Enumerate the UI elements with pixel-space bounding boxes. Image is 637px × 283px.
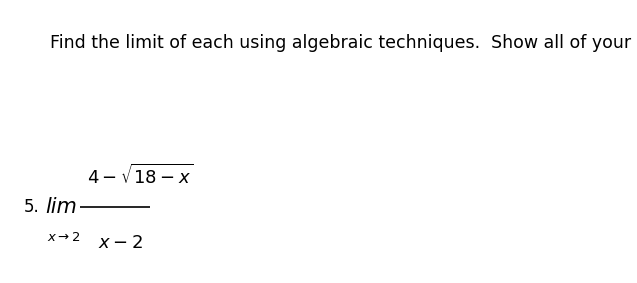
Text: $x-2$: $x-2$	[98, 234, 143, 252]
Text: lim: lim	[46, 197, 78, 216]
Text: Find the limit of each using algebraic techniques.  Show all of your steps.: Find the limit of each using algebraic t…	[50, 34, 637, 52]
Text: $x\rightarrow 2$: $x\rightarrow 2$	[47, 231, 80, 244]
Text: $4-\sqrt{18-x}$: $4-\sqrt{18-x}$	[87, 163, 193, 188]
Text: 5.: 5.	[24, 198, 39, 216]
